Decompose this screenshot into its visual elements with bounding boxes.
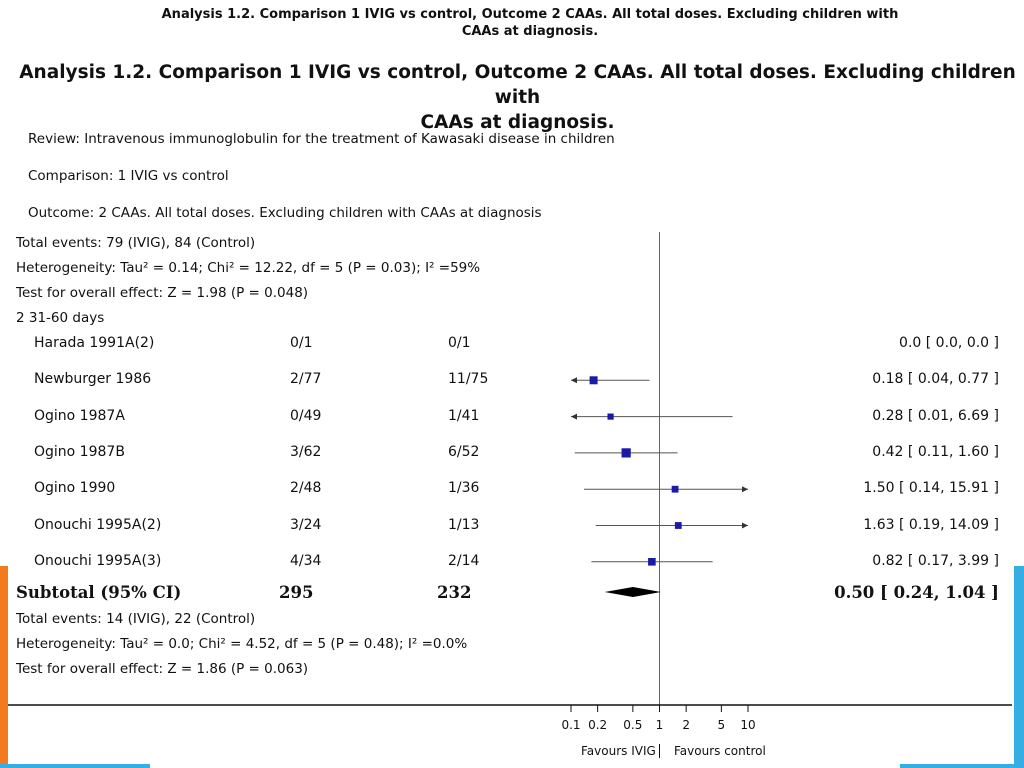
subtotal-heterogeneity: Heterogeneity: Tau² = 0.0; Chi² = 4.52, … [16,636,468,652]
study-ci-text: 0.18 [ 0.04, 0.77 ] [872,371,999,388]
axis-tick-label: 2 [682,718,690,732]
ivig-events: 4/34 [290,552,322,569]
ivig-events: 0/49 [290,407,322,424]
study-name: Ogino 1987A [34,407,125,424]
subtotal-control-total: 232 [437,583,472,602]
figure-title: Analysis 1.2. Comparison 1 IVIG vs contr… [0,60,1024,135]
point-estimate [621,448,631,458]
study-name: Harada 1991A(2) [34,335,155,351]
point-estimate [648,558,656,566]
ci-arrow-left [571,377,577,384]
ivig-events: 2/77 [290,371,322,388]
prev-heterogeneity: Heterogeneity: Tau² = 0.14; Chi² = 12.22… [16,260,481,276]
title-line-2: CAAs at diagnosis. [420,112,615,133]
ivig-events: 0/1 [290,335,313,351]
control-events: 0/1 [448,335,471,351]
title-line-1: Analysis 1.2. Comparison 1 IVIG vs contr… [19,62,1016,108]
accent-bar-bottom-right [900,764,1024,768]
study-ci-text: 1.63 [ 0.19, 14.09 ] [863,516,999,533]
control-events: 6/52 [448,443,480,460]
ivig-events: 3/24 [290,516,322,533]
point-estimate [607,413,614,420]
pooled-diamond [604,587,662,597]
study-ci-text: 0.42 [ 0.11, 1.60 ] [872,443,999,460]
control-events: 1/36 [448,480,480,497]
prev-overall-effect: Test for overall effect: Z = 1.98 (P = 0… [16,285,309,301]
study-ci-text: 0.0 [ 0.0, 0.0 ] [899,335,999,351]
control-events: 11/75 [448,371,489,388]
point-estimate [674,522,682,529]
axis-tick-label: 5 [717,718,726,732]
study-ci-text: 0.82 [ 0.17, 3.99 ] [872,552,999,569]
study-name: Ogino 1987B [34,443,125,460]
point-estimate [589,376,598,385]
axis-tick-label: 1 [655,718,664,732]
axis-tick-label: 0.2 [588,718,608,732]
review-line: Review: Intravenous immunoglobulin for t… [28,131,615,147]
subtotal-ivig-total: 295 [279,583,314,602]
favours-ivig-label: Favours IVIG [581,744,656,758]
comparison-line: Comparison: 1 IVIG vs control [28,168,229,184]
point-estimate [671,485,679,493]
axis-tick-label: 0.5 [623,718,643,732]
control-events: 2/14 [448,552,480,569]
ivig-events: 3/62 [290,443,322,460]
caption-line-1: Analysis 1.2. Comparison 1 IVIG vs contr… [161,7,899,22]
prev-total-events: Total events: 79 (IVIG), 84 (Control) [16,235,256,251]
ci-arrow-right [742,486,748,493]
ci-arrow-right [742,522,748,529]
control-events: 1/41 [448,407,480,424]
favours-control-label: Favours control [674,744,766,758]
ci-arrow-left [571,413,577,420]
study-ci-text: 0.28 [ 0.01, 6.69 ] [872,407,999,424]
caption-line-2: CAAs at diagnosis. [461,24,599,39]
axis-tick-label: 10 [740,718,756,732]
figure-caption: Analysis 1.2. Comparison 1 IVIG vs contr… [0,6,1024,40]
accent-bar-right [1014,566,1024,768]
subtotal-overall-effect: Test for overall effect: Z = 1.86 (P = 0… [16,661,309,677]
control-events: 1/13 [448,516,480,533]
ivig-events: 2/48 [290,480,322,497]
subtotal-ci: 0.50 [ 0.24, 1.04 ] [834,583,999,602]
subtotal-total-events: Total events: 14 (IVIG), 22 (Control) [16,611,256,627]
subtotal-label: Subtotal (95% CI) [16,583,182,602]
accent-bar-left [0,566,8,768]
study-ci-text: 1.50 [ 0.14, 15.91 ] [863,480,999,497]
axis-tick-label: 0.1 [561,718,581,732]
accent-bar-bottom-left [0,764,150,768]
study-name: Onouchi 1995A(3) [34,552,162,569]
group-label: 2 31-60 days [16,310,105,326]
outcome-line: Outcome: 2 CAAs. All total doses. Exclud… [28,205,542,221]
study-name: Newburger 1986 [34,371,152,388]
study-name: Onouchi 1995A(2) [34,516,162,533]
study-name: Ogino 1990 [34,480,116,497]
